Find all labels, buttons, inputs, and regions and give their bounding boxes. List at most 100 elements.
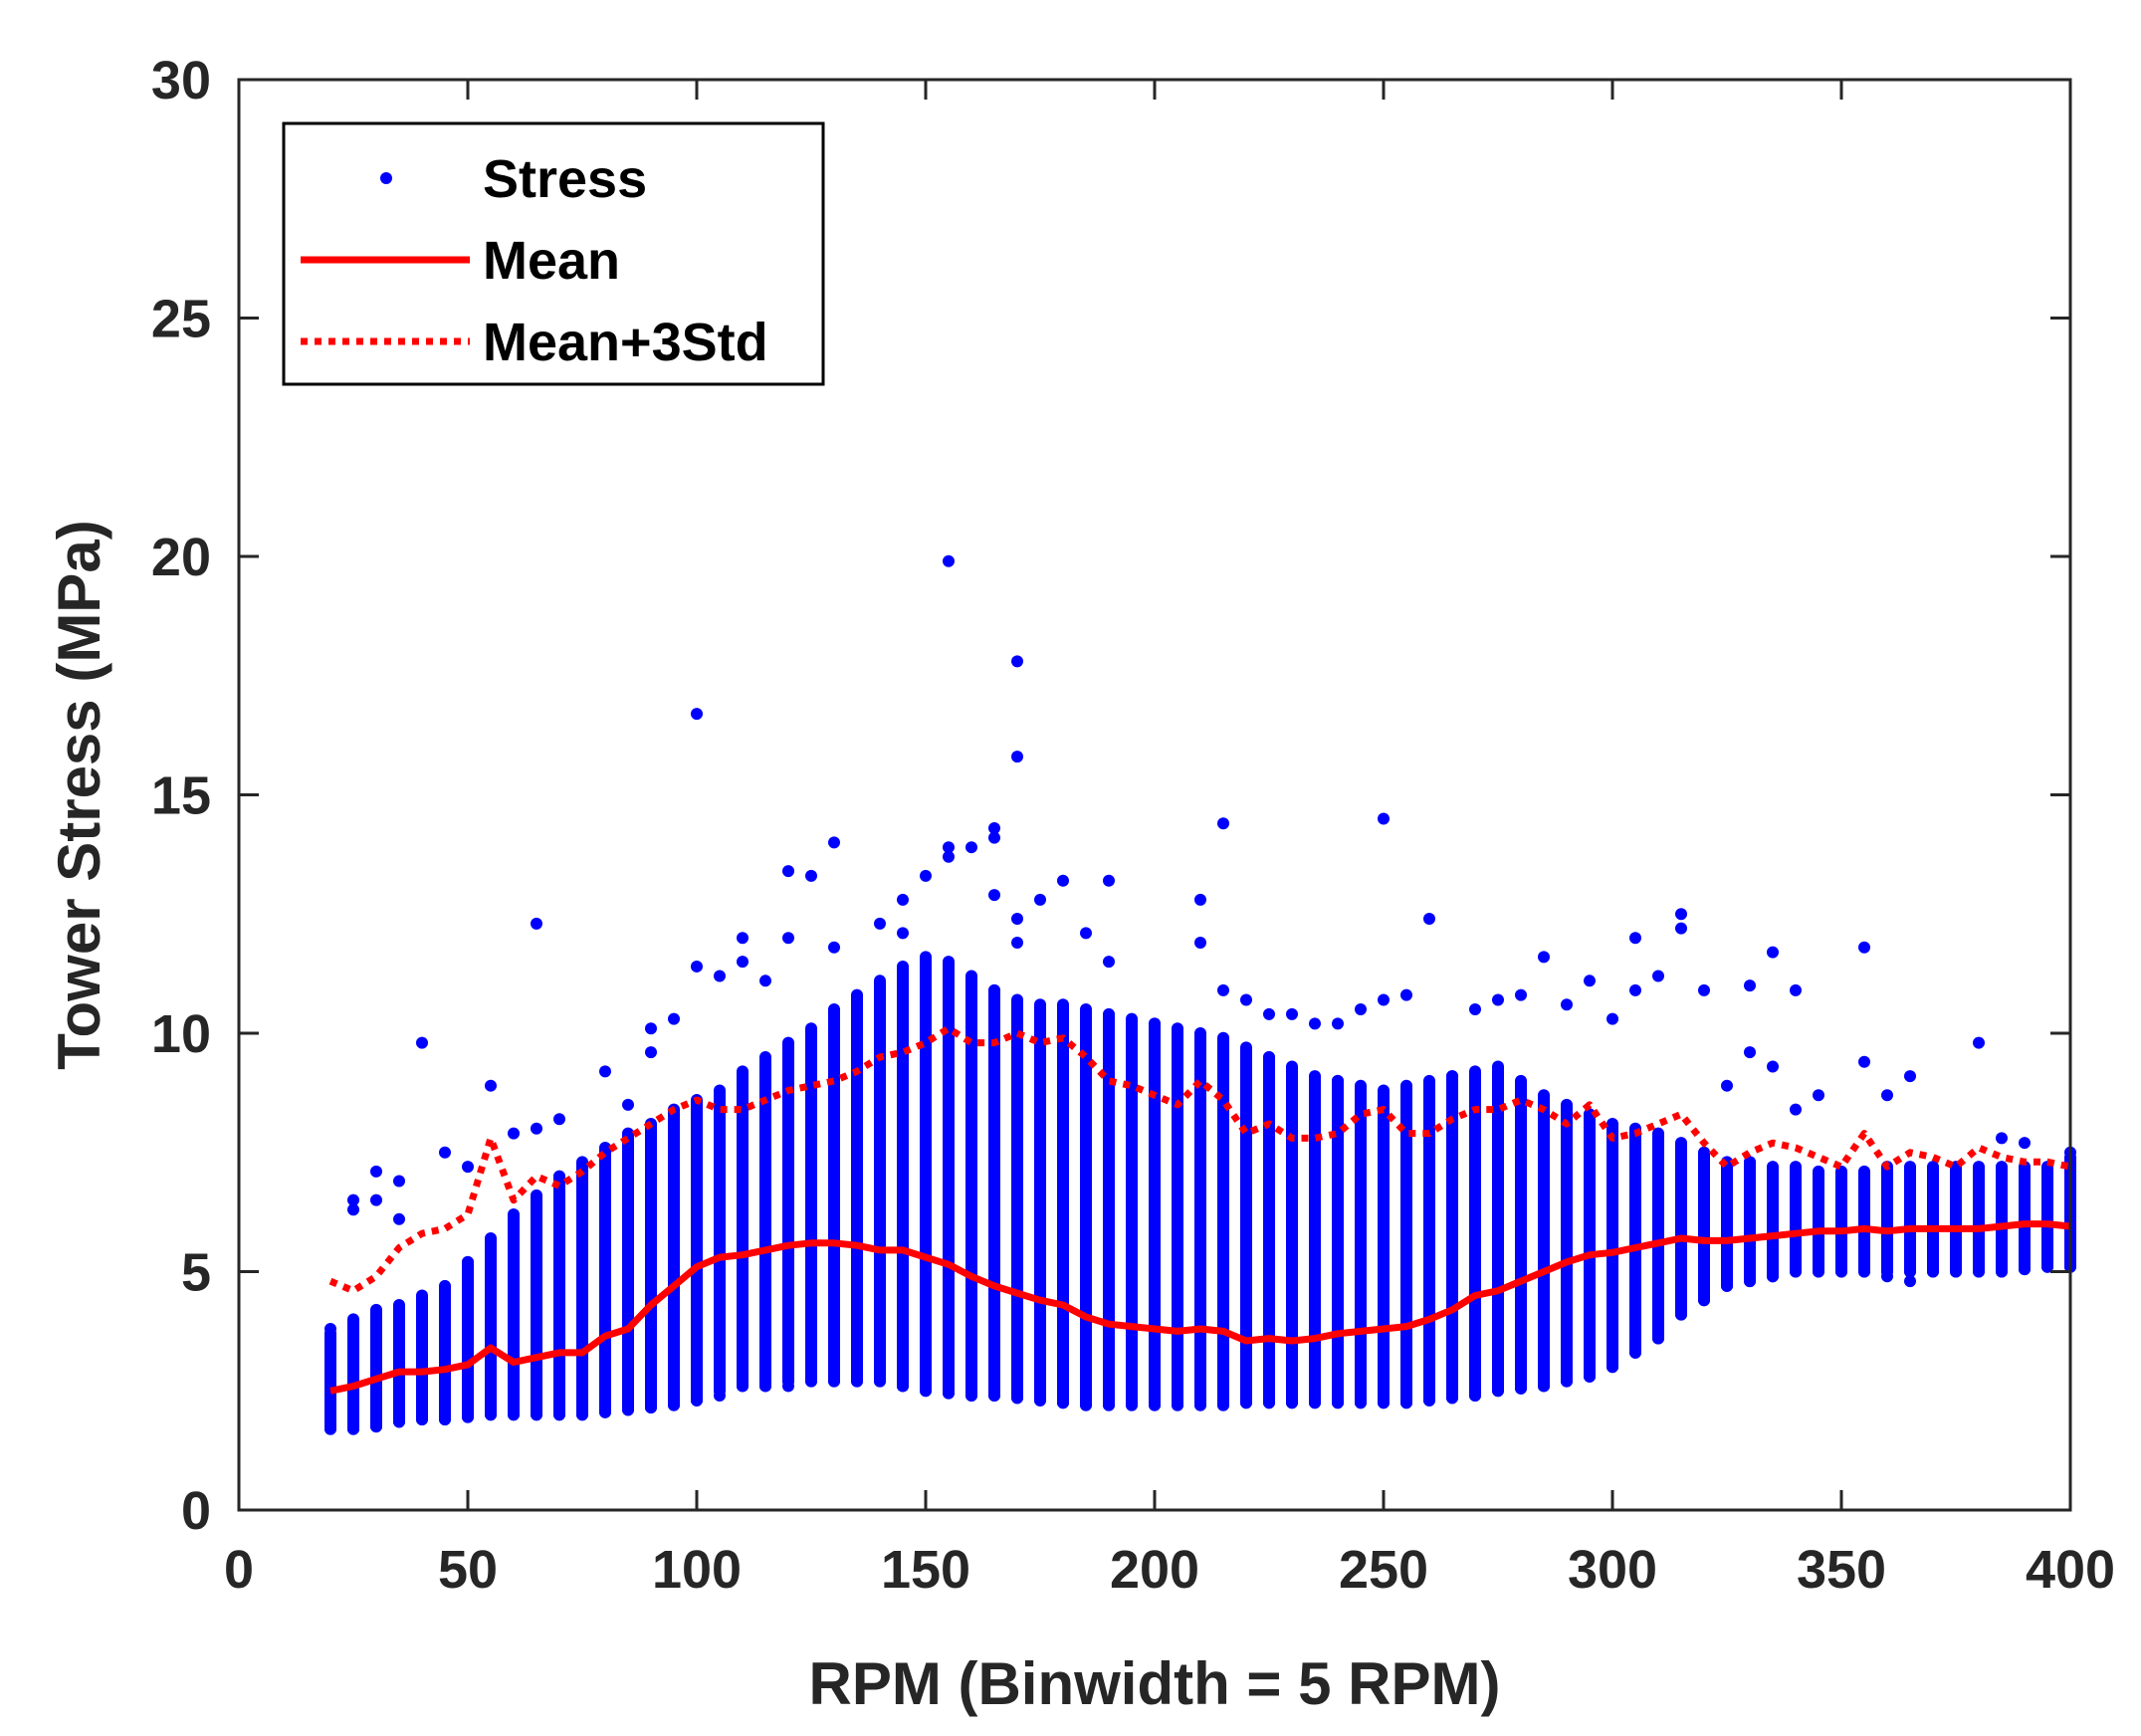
stress-point (668, 1351, 680, 1364)
stress-point (1172, 1053, 1183, 1066)
stress-point (1858, 1194, 1870, 1206)
stress-point (1446, 1260, 1458, 1273)
stress-point (1240, 1229, 1252, 1242)
stress-point (1217, 1315, 1229, 1328)
stress-point (1034, 1084, 1046, 1097)
stress-point (828, 1029, 840, 1042)
stress-point (2019, 1239, 2031, 1252)
stress-point (828, 1089, 840, 1102)
stress-point (897, 1165, 909, 1178)
stress-point (1103, 1363, 1115, 1376)
stress-point (1652, 1248, 1664, 1261)
stress-point (599, 1203, 611, 1216)
y-tick-label: 25 (151, 290, 211, 349)
stress-point (1378, 1385, 1390, 1398)
stress-point (1034, 1168, 1046, 1181)
stress-point (1515, 1144, 1527, 1157)
stress-point (531, 1409, 542, 1421)
stress-point (805, 1065, 817, 1078)
stress-point (1332, 1098, 1344, 1111)
stress-point (1675, 1260, 1687, 1273)
stress-point (1240, 1217, 1252, 1230)
stress-point (416, 1330, 428, 1343)
stress-point (988, 1342, 1000, 1355)
stress-point (1309, 1122, 1321, 1135)
stress-point (737, 956, 749, 969)
stress-point (1378, 1146, 1390, 1159)
stress-point (1103, 1327, 1115, 1340)
y-tick-label: 10 (151, 1004, 211, 1064)
stress-point (1011, 1177, 1023, 1190)
stress-point (1034, 1382, 1046, 1395)
stress-point (1767, 1060, 1779, 1073)
stress-point (1881, 1253, 1893, 1266)
stress-point (1011, 1236, 1023, 1249)
stress-point (1584, 1132, 1596, 1145)
stress-point (1515, 1156, 1527, 1169)
stress-point (1126, 1161, 1138, 1174)
stress-point (347, 1315, 359, 1328)
stress-point (1652, 1296, 1664, 1309)
stress-point (737, 1070, 749, 1083)
stress-point (1675, 1308, 1687, 1321)
legend-stress-marker (380, 172, 392, 184)
stress-point (1790, 1265, 1802, 1278)
stress-point (1103, 1017, 1115, 1030)
stress-point (462, 1303, 474, 1316)
stress-point (691, 1168, 703, 1181)
stress-point (1194, 1303, 1206, 1316)
stress-point (1515, 1108, 1527, 1121)
stress-point (393, 1320, 405, 1333)
stress-point (1286, 1301, 1298, 1314)
stress-point (1881, 1170, 1893, 1183)
stress-point (1606, 1356, 1618, 1369)
stress-point (1378, 1289, 1390, 1302)
stress-point (1606, 1265, 1618, 1278)
stress-point (1675, 1189, 1687, 1201)
stress-point (645, 1151, 657, 1164)
stress-point (1423, 1096, 1435, 1109)
stress-point (599, 1239, 611, 1252)
stress-point (1057, 1098, 1069, 1111)
stress-point (1263, 1253, 1275, 1266)
stress-point (1813, 1253, 1824, 1266)
stress-point (1355, 1373, 1367, 1386)
stress-point (576, 1373, 588, 1386)
stress-point (1446, 1212, 1458, 1225)
stress-point (1011, 1106, 1023, 1119)
stress-point (531, 1241, 542, 1254)
stress-point (668, 1387, 680, 1400)
stress-point (920, 1146, 932, 1159)
stress-point (1126, 1017, 1138, 1030)
stress-point (691, 708, 703, 721)
stress-point (553, 1217, 565, 1230)
stress-point (1263, 1265, 1275, 1278)
stress-point (1423, 1227, 1435, 1240)
stress-point (714, 1277, 726, 1290)
stress-point (1172, 1339, 1183, 1352)
stress-point (1446, 1200, 1458, 1213)
stress-point (828, 1291, 840, 1304)
stress-point (645, 1378, 657, 1391)
stress-point (851, 1375, 863, 1388)
stress-point (943, 1387, 955, 1400)
stress-point (622, 1344, 634, 1357)
stress-point (1149, 1315, 1161, 1328)
stress-point (805, 1303, 817, 1316)
stress-point (1561, 1231, 1573, 1244)
stress-point (1698, 1175, 1710, 1188)
stress-point (622, 1153, 634, 1166)
stress-point (1469, 1091, 1481, 1104)
stress-point (1263, 1349, 1275, 1362)
stress-point (1194, 1255, 1206, 1268)
stress-point (1103, 1387, 1115, 1400)
stress-point (1217, 1077, 1229, 1090)
stress-point (622, 1200, 634, 1213)
stress-point (1744, 1156, 1756, 1169)
stress-point (943, 1089, 955, 1102)
stress-point (531, 1289, 542, 1302)
stress-point (1011, 1212, 1023, 1225)
stress-point (668, 1303, 680, 1316)
stress-point (462, 1399, 474, 1411)
